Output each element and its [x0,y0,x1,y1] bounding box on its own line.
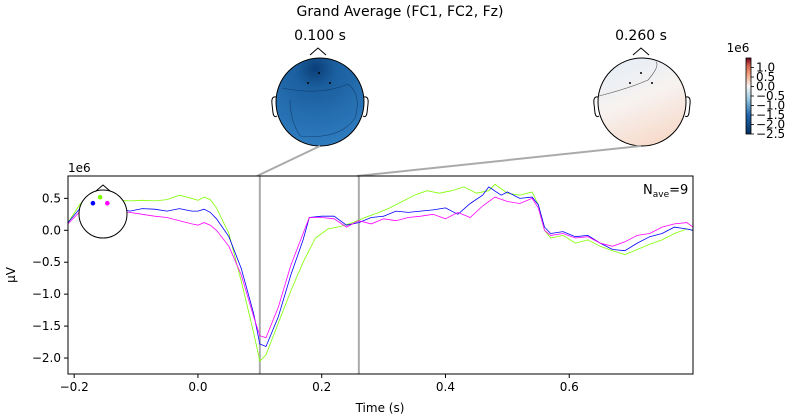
plot-frame [67,175,694,375]
figure-title: Grand Average (FC1, FC2, Fz) [297,4,504,20]
colorbar-tick-label: −1.0 [756,99,785,113]
topomap-2-head [597,57,687,147]
topomap-1-head [275,57,365,147]
colorbar-tick-label: −1.5 [756,108,785,122]
colorbar-tick-label: −2.0 [756,118,785,132]
colorbar: 1e6 1.00.50.0−0.5−1.0−1.5−2.0−2.5 [727,41,785,141]
sensor-dot-1 [90,200,96,206]
topomap-1: 0.100 s [271,28,369,147]
colorbar-scale-label: 1e6 [727,41,750,55]
topomap-2: 0.260 s [593,28,691,147]
topomap-2-label: 0.260 s [615,28,667,44]
series-line-1 [68,183,693,363]
y-tick-label: −1.0 [32,287,61,301]
sensor-inset-head [78,189,128,239]
x-tick-label: 0.0 [188,380,207,394]
x-tick-label: 0.6 [560,380,579,394]
nave-label: Nave=9 [643,183,688,200]
evoked-axes: Nave=9 1e6 −0.2 0.0 0.2 0.4 0.6 0.5 0.0 −0.5 −1… [4,161,694,415]
sensor-dot-3 [105,200,110,206]
colorbar-tick-label: −2.5 [756,127,785,141]
sensor-inset [78,184,128,239]
topomap-2-connector [356,145,642,177]
y-tick-label: 0.5 [42,191,61,205]
colorbar-tick-label: 1.0 [756,61,775,75]
colorbar-tick-label: 0.0 [756,80,775,94]
colorbar-gradient [745,57,752,135]
sensor-dot-2 [97,194,103,200]
y-tick-label: −1.5 [32,319,61,333]
topomap-1-connector [256,145,321,177]
y-axis-label: µV [4,266,18,283]
y-scale-label: 1e6 [68,161,91,175]
topomap-1-label: 0.100 s [294,28,346,44]
y-tick-label: 0.0 [42,223,61,237]
y-tick-label: −0.5 [32,255,61,269]
colorbar-tick-label: 0.5 [756,70,775,84]
x-tick-label: −0.2 [60,380,89,394]
x-tick-label: 0.2 [312,380,331,394]
y-tick-label: −2.0 [32,351,61,365]
series-line-3 [68,196,693,339]
colorbar-tick-label: −0.5 [756,89,785,103]
x-tick-label: 0.4 [436,380,455,394]
x-axis-label: Time (s) [355,401,405,415]
series-line-2 [68,186,693,348]
